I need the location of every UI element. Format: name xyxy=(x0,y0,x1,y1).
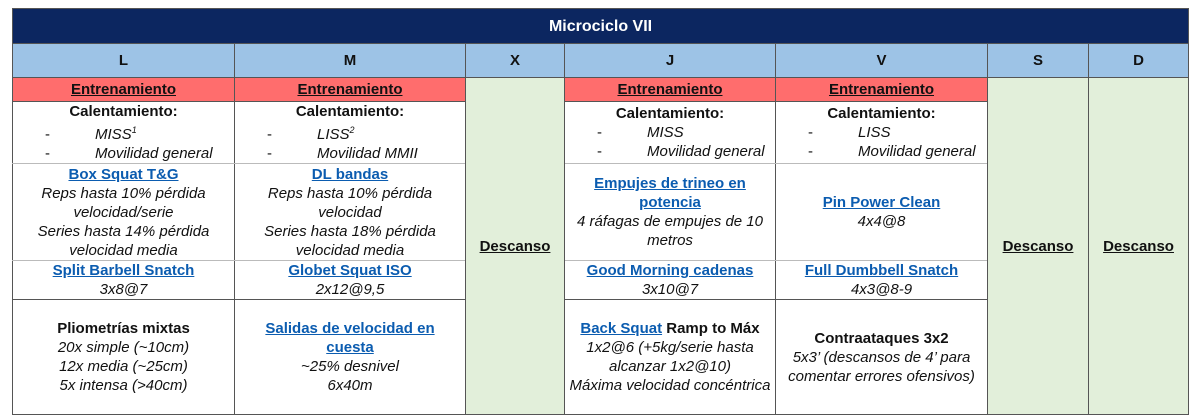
warmup-item: - Movilidad general xyxy=(45,145,213,162)
day-header-v: V xyxy=(775,43,988,78)
day-header-m: M xyxy=(234,43,466,78)
warmup-title: Calentamiento: xyxy=(615,105,725,122)
exercise-link[interactable]: Full Dumbbell Snatch xyxy=(804,262,959,279)
exercise-link[interactable]: Good Morning cadenas xyxy=(586,262,754,279)
exercise2-v: Full Dumbbell Snatch 4x3@8-9 xyxy=(775,260,988,300)
exercise3-l: Pliometrías mixtas 20x simple (~10cm) 12x … xyxy=(12,299,235,415)
warmup-item: - LISS xyxy=(808,124,891,141)
rest-d: Descanso xyxy=(1087,77,1190,415)
training-label-v: Entrenamiento xyxy=(775,77,988,102)
warmup-title: Calentamiento: xyxy=(69,103,178,120)
day-header-d: D xyxy=(1087,43,1190,78)
exercise2-m: Globet Squat ISO 2x12@9,5 xyxy=(234,260,466,300)
warmup-title: Calentamiento: xyxy=(295,103,405,120)
warmup-item: - Movilidad general xyxy=(808,143,976,160)
exercise-link[interactable]: Split Barbell Snatch xyxy=(52,262,195,279)
microcycle-table: Microciclo VII L M X J V S D Entrenamien… xyxy=(11,8,1190,415)
warmup-m: Calentamiento: - LISS2 - Movilidad MMII xyxy=(234,101,466,164)
warmup-item: - MISS xyxy=(597,124,684,141)
rest-s: Descanso xyxy=(987,77,1089,415)
exercise-link[interactable]: DL bandas xyxy=(311,165,389,183)
day-header-s: S xyxy=(987,43,1089,78)
training-label-m: Entrenamiento xyxy=(234,77,466,102)
warmup-item: - LISS2 xyxy=(267,125,355,143)
warmup-item: - Movilidad MMII xyxy=(267,145,418,162)
warmup-v: Calentamiento: - LISS - Movilidad general xyxy=(775,101,988,164)
training-label-j: Entrenamiento xyxy=(564,77,776,102)
exercise-title: Contraataques 3x2 xyxy=(814,329,949,347)
exercise2-j: Good Morning cadenas 3x10@7 xyxy=(564,260,776,300)
exercise-link[interactable]: Box Squat T&G xyxy=(68,165,179,183)
warmup-l: Calentamiento: - MISS1 - Movilidad general xyxy=(12,101,235,164)
exercise-title: Pliometrías mixtas xyxy=(57,320,190,337)
exercise3-j: Back Squat Ramp to Máx 1x2@6 (+5kg/serie … xyxy=(564,299,776,415)
day-header-l: L xyxy=(12,43,235,78)
exercise-link[interactable]: Empujes de trineo en potencia xyxy=(594,175,746,211)
day-header-x: X xyxy=(465,43,565,78)
exercise3-m: Salidas de velocidad en cuesta ~25% desni… xyxy=(234,299,466,415)
exercise-link[interactable]: Globet Squat ISO xyxy=(288,262,412,279)
warmup-item: - Movilidad general xyxy=(597,143,765,160)
exercise-link[interactable]: Pin Power Clean xyxy=(822,194,941,211)
warmup-title: Calentamiento: xyxy=(827,105,936,122)
exercise2-l: Split Barbell Snatch 3x8@7 xyxy=(12,260,235,300)
exercise1-m: DL bandas Reps hasta 10% pérdida velocida… xyxy=(234,163,466,261)
warmup-j: Calentamiento: - MISS - Movilidad general xyxy=(564,101,776,164)
exercise1-j: Empujes de trineo en potencia 4 ráfagas d… xyxy=(564,163,776,261)
training-label-l: Entrenamiento xyxy=(12,77,235,102)
rest-x: Descanso xyxy=(465,77,565,415)
exercise1-l: Box Squat T&G Reps hasta 10% pérdida velo… xyxy=(12,163,235,261)
warmup-item: - MISS1 xyxy=(45,125,137,143)
table-title: Microciclo VII xyxy=(11,8,1190,44)
day-header-j: J xyxy=(564,43,776,78)
exercise-link[interactable]: Salidas de velocidad en cuesta xyxy=(265,320,435,356)
exercise-link[interactable]: Back Squat xyxy=(580,320,663,337)
exercise3-v: Contraataques 3x2 5x3’ (descansos de 4’ p… xyxy=(775,299,988,415)
exercise1-v: Pin Power Clean 4x4@8 xyxy=(775,163,988,261)
